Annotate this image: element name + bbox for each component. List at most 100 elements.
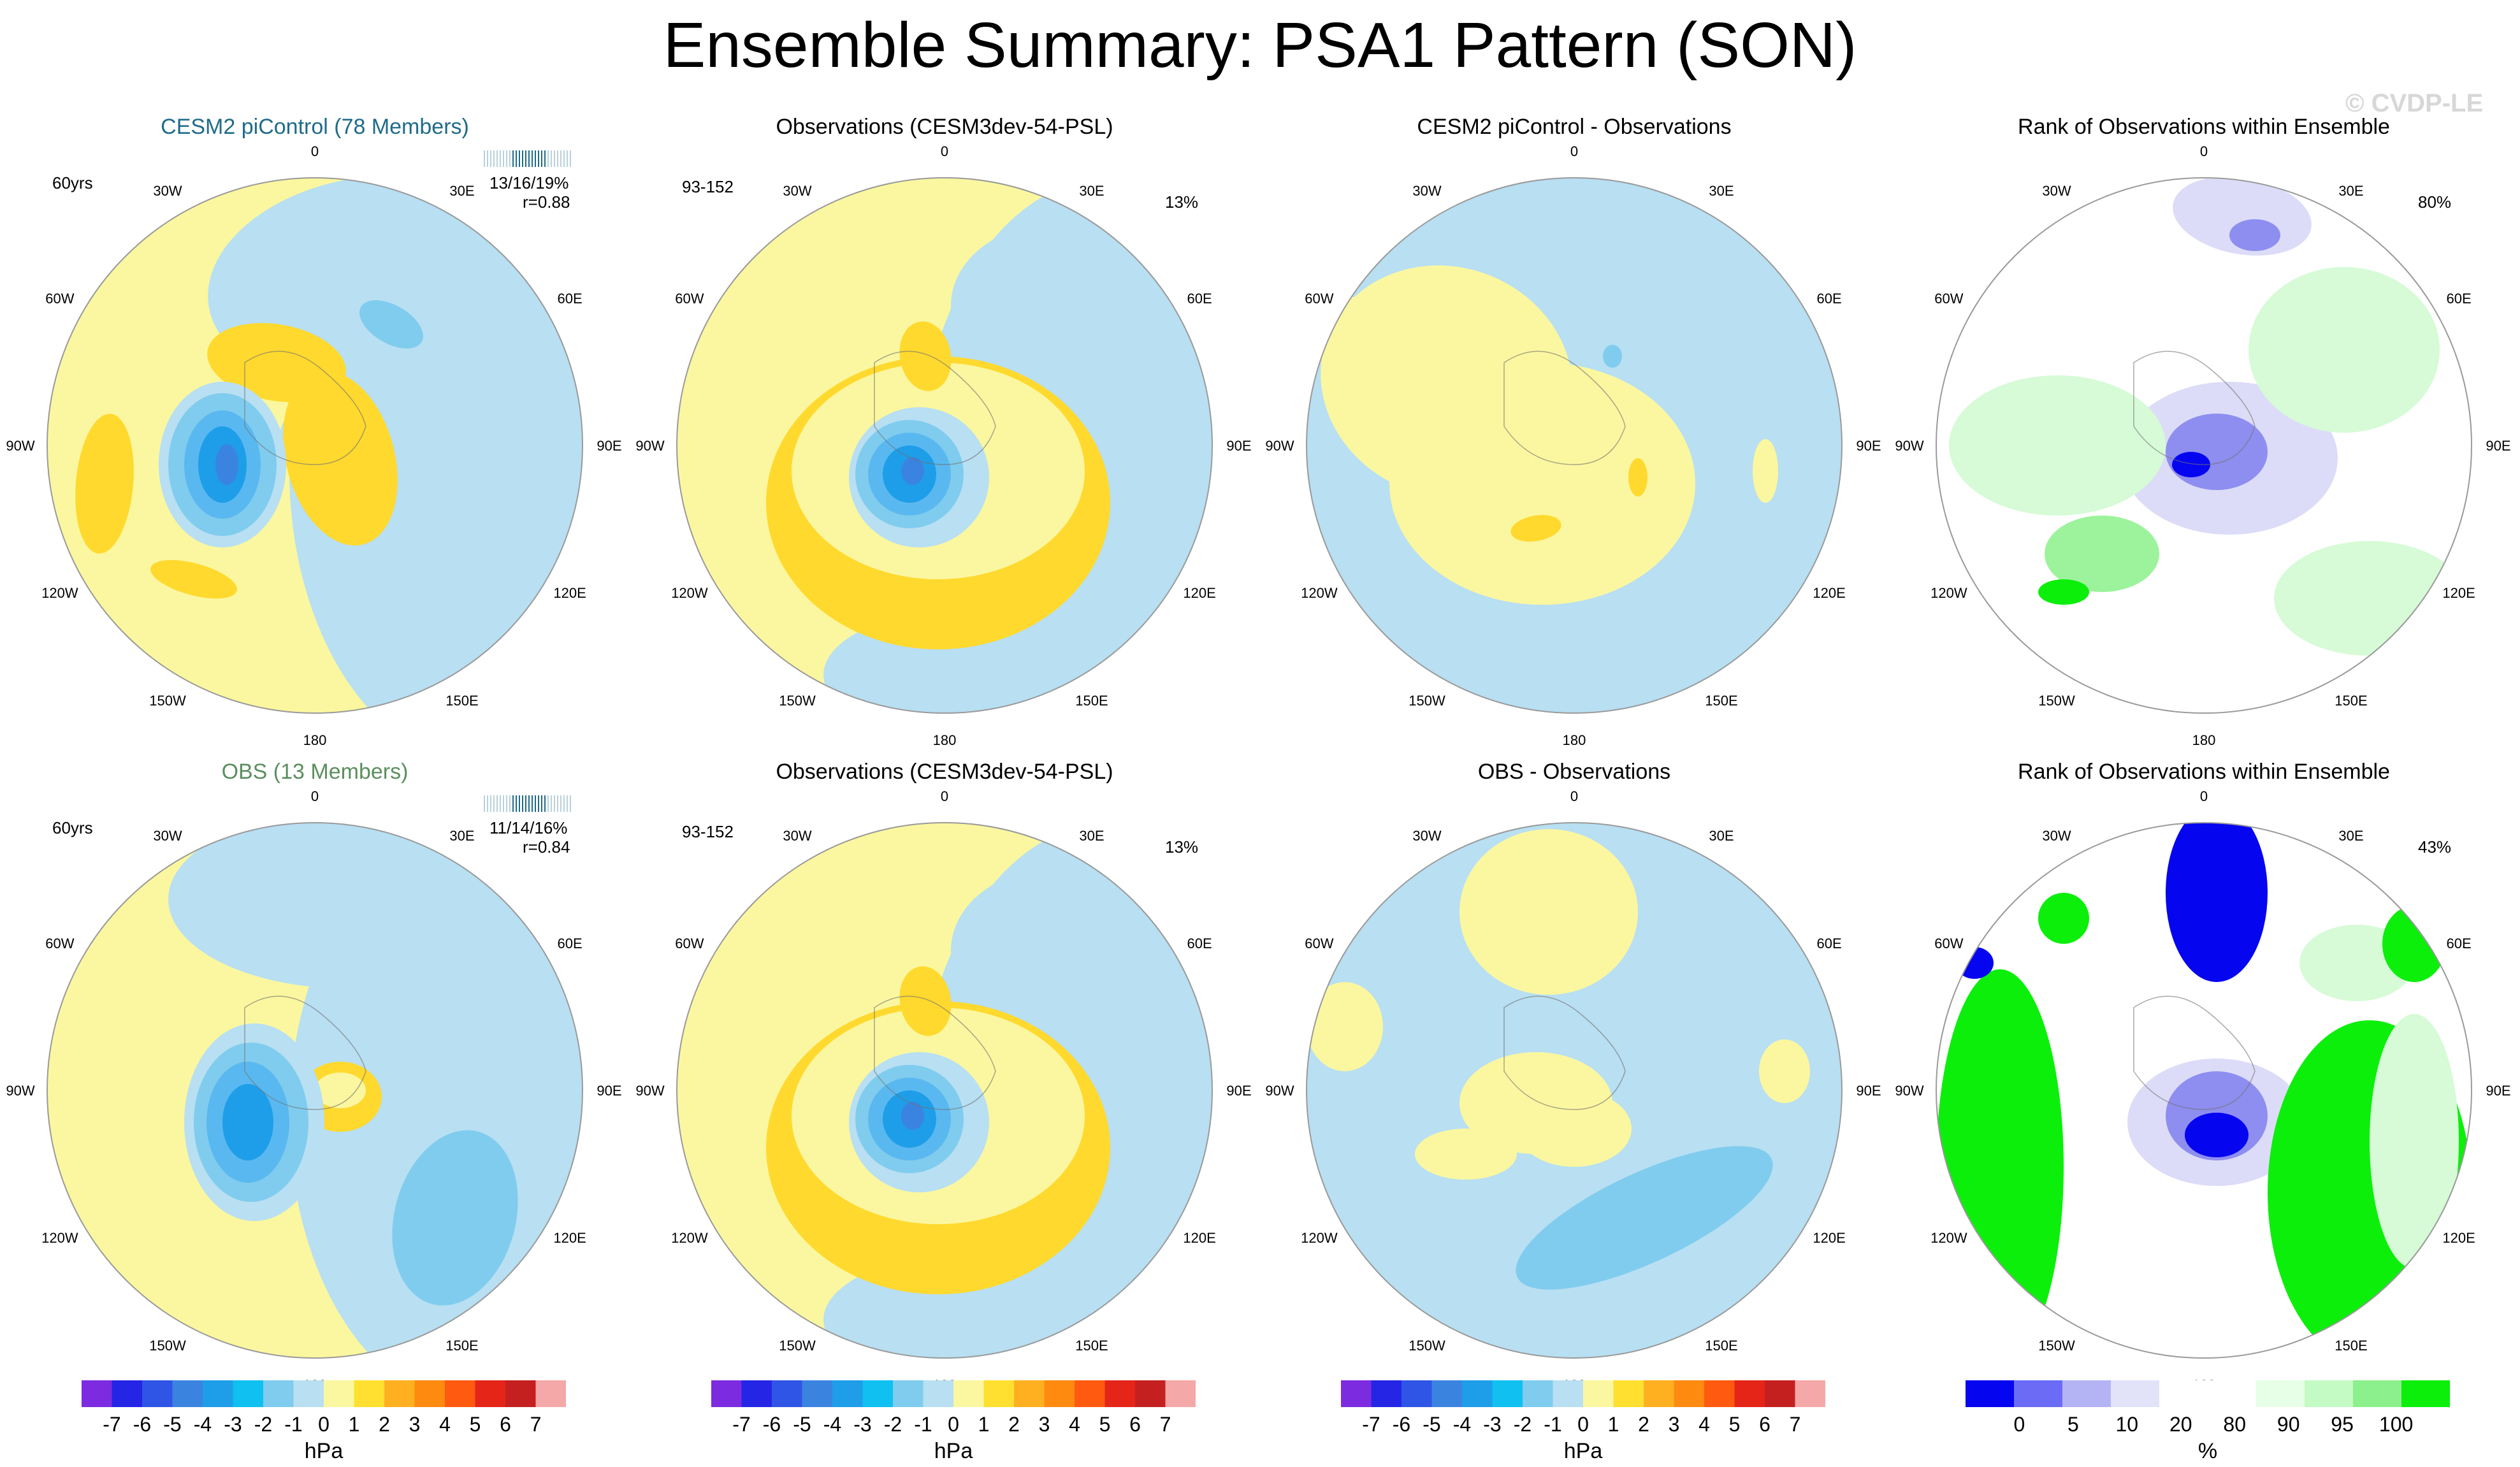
- colorbar-psl-3: -7 -6 -5 -4 -3 -2 -1 0 1 2 3 4 5 6 7 hPa: [1341, 1380, 1825, 1463]
- colorbar-swatch: [1341, 1380, 1372, 1407]
- antarctica-coastline: [2133, 995, 2256, 1110]
- longitude-label: 30W: [1412, 828, 1441, 844]
- field-blob: [1949, 375, 2166, 516]
- longitude-label: 90E: [1856, 1083, 1881, 1099]
- longitude-label: 0: [311, 788, 319, 804]
- colorbar-tick-label: 5: [470, 1413, 481, 1436]
- colorbar-swatch: [1644, 1380, 1674, 1407]
- antarctica-coastline: [874, 350, 996, 465]
- longitude-label: 150E: [1705, 693, 1737, 709]
- longitude-label: 150E: [2335, 1338, 2367, 1354]
- colorbar-swatch: [1492, 1380, 1523, 1407]
- longitude-label: 30E: [1079, 183, 1104, 199]
- colorbar-tick-label: 95: [2331, 1413, 2354, 1436]
- colorbar-swatch: [1104, 1380, 1136, 1407]
- antarctica-coastline: [874, 995, 996, 1110]
- colorbar-swatch: [142, 1380, 173, 1407]
- colorbar-swatch: [1674, 1380, 1705, 1407]
- colorbar-tick-label: 2: [1638, 1413, 1649, 1436]
- field-blob: [2166, 414, 2268, 490]
- colorbar-tick-label: 4: [1698, 1413, 1710, 1436]
- colorbar-swatch: [445, 1380, 475, 1407]
- field-blob: [75, 414, 134, 554]
- colorbar-tick-label: 90: [2277, 1413, 2300, 1436]
- panel-title: OBS - Observations: [1477, 760, 1671, 784]
- longitude-label: 90E: [597, 438, 621, 454]
- longitude-label: 60W: [675, 936, 704, 951]
- colorbar-tick-label: -3: [224, 1413, 242, 1436]
- field-blob: [2229, 219, 2280, 251]
- longitude-label: 150E: [2335, 693, 2367, 709]
- field-blob: [359, 300, 423, 349]
- colorbar-tick-label: 5: [1729, 1413, 1741, 1436]
- longitude-label: 90E: [1226, 438, 1251, 454]
- longitude-label: 120E: [1813, 1230, 1845, 1246]
- colorbar-swatch: [802, 1380, 833, 1407]
- longitude-label: 60E: [1817, 936, 1842, 951]
- colorbar-swatch: [1462, 1380, 1493, 1407]
- colorbar-swatch: [1371, 1380, 1402, 1407]
- colorbar-swatch: [354, 1380, 385, 1407]
- colorbar-tick-label: 5: [1099, 1413, 1111, 1436]
- field-blob: [215, 444, 238, 485]
- longitude-label: 120E: [553, 585, 586, 601]
- map-field: [47, 178, 583, 713]
- antarctica-coastline: [244, 350, 366, 465]
- field-blob: [2370, 1014, 2459, 1269]
- colorbar-swatch: [1765, 1380, 1795, 1407]
- panel-obs-ensemble: OBS (13 Members) 60yrs 11/14/16% r=0.84 …: [0, 760, 630, 1410]
- colorbar-tick-label: 7: [530, 1413, 542, 1436]
- longitude-label: 120W: [41, 585, 78, 601]
- longitude-label: 90W: [1895, 1083, 1923, 1099]
- colorbar-swatch: [293, 1380, 324, 1407]
- colorbar-swatch: [923, 1380, 954, 1407]
- longitude-label: 120E: [1183, 585, 1215, 601]
- field-blob: [2248, 267, 2440, 433]
- colorbar-tick-label: 80: [2223, 1413, 2246, 1436]
- longitude-label: 90E: [2486, 1083, 2510, 1099]
- field-blob: [1759, 1039, 1810, 1103]
- colorbar-tick-label: 5: [2067, 1413, 2079, 1436]
- longitude-label: 150W: [1408, 1338, 1445, 1354]
- longitude-label: 90W: [6, 1083, 34, 1099]
- colorbar-swatch: [505, 1380, 536, 1407]
- longitude-label: 180: [1563, 732, 1586, 748]
- colorbar-tick-label: 0: [1577, 1413, 1589, 1436]
- longitude-label: 90W: [635, 1083, 664, 1099]
- colorbar-swatch: [82, 1380, 112, 1407]
- field-blob: [222, 1084, 273, 1160]
- colorbar-swatch: [203, 1380, 233, 1407]
- colorbar-swatch: [1014, 1380, 1045, 1407]
- colorbar-tick-label: -6: [763, 1413, 781, 1436]
- longitude-label: 150W: [149, 1338, 186, 1354]
- colorbar-swatch: [1704, 1380, 1735, 1407]
- panel-title: CESM2 piControl (78 Members): [161, 115, 469, 139]
- longitude-label: 30E: [449, 183, 474, 199]
- map-boundary: [1306, 177, 1843, 714]
- longitude-label: 90W: [6, 438, 34, 454]
- longitude-label: 90W: [1265, 1083, 1294, 1099]
- panel-difference: OBS - Observations 030E60E90E120E150E180…: [1259, 760, 1889, 1410]
- longitude-label: 30W: [783, 183, 811, 199]
- longitude-label: 120E: [2442, 1230, 2475, 1246]
- colorbar-tick-label: 3: [1039, 1413, 1050, 1436]
- longitude-label: 150E: [445, 693, 478, 709]
- map-boundary: [47, 822, 583, 1359]
- map-boundary: [1306, 822, 1843, 1359]
- panel-cesm2-picontrol-ensemble: CESM2 piControl (78 Members) 60yrs 13/16…: [0, 115, 630, 765]
- colorbar-units: hPa: [934, 1439, 973, 1463]
- map-boundary: [1936, 177, 2472, 714]
- panel-title: OBS (13 Members): [221, 760, 409, 784]
- colorbar-tick-label: -2: [884, 1413, 902, 1436]
- colorbar-tick-label: -4: [1453, 1413, 1471, 1436]
- colorbar-units: hPa: [305, 1439, 344, 1463]
- colorbar-tick-label: 7: [1790, 1413, 1801, 1436]
- watermark: © CVDP-LE: [2345, 89, 2484, 117]
- field-blob: [168, 823, 525, 988]
- colorbar-units: hPa: [1564, 1439, 1603, 1463]
- longitude-label: 60W: [1305, 936, 1333, 951]
- longitude-label: 30W: [153, 183, 182, 199]
- longitude-label: 30E: [1709, 183, 1734, 199]
- longitude-label: 60E: [2447, 936, 2472, 951]
- colorbar-tick-label: -1: [1544, 1413, 1561, 1436]
